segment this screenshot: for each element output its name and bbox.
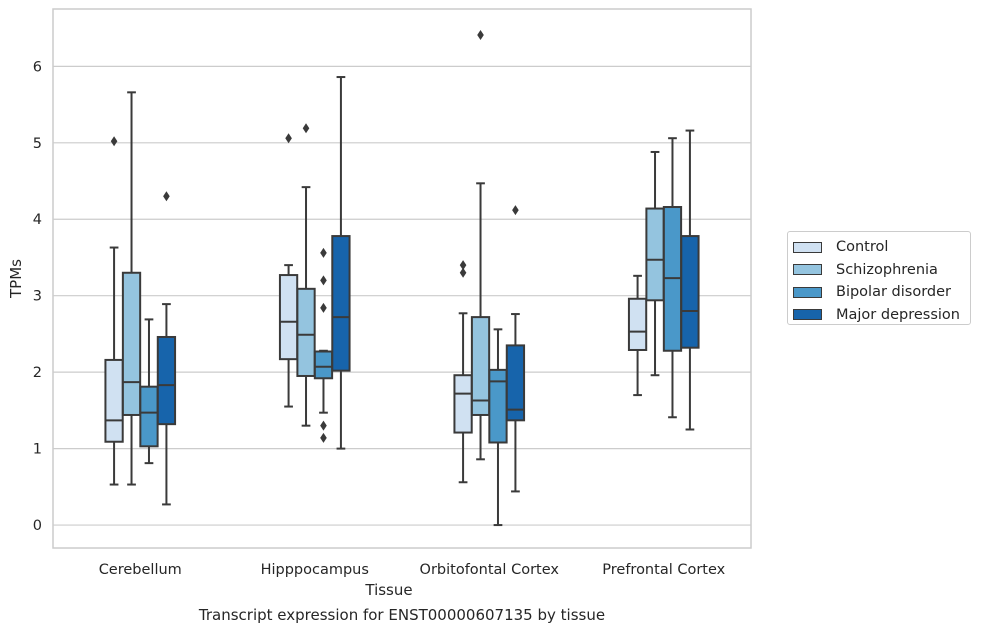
y-tick-label: 6 — [33, 59, 42, 75]
outlier-point — [459, 267, 467, 278]
x-tick-label: Prefrontal Cortex — [602, 562, 725, 578]
legend-label: Schizophrenia — [836, 261, 938, 278]
legend: Control Schizophrenia Bipolar disorder Majo… — [787, 231, 971, 325]
outlier-point — [320, 420, 327, 431]
legend-swatch — [793, 286, 822, 298]
legend-label: Control — [836, 239, 889, 256]
legend-swatch — [793, 264, 822, 276]
box — [331, 235, 351, 372]
y-tick-label: 3 — [33, 289, 42, 305]
box — [296, 287, 316, 377]
y-tick-label: 1 — [33, 442, 42, 458]
legend-swatch — [793, 241, 822, 253]
outlier-point — [320, 302, 327, 313]
legend-item: Major depression — [792, 304, 970, 327]
outlier-point — [512, 205, 519, 216]
legend-item: Bipolar disorder — [792, 281, 970, 304]
y-tick-label: 2 — [33, 365, 42, 381]
plot-frame — [52, 8, 752, 549]
box — [505, 344, 526, 422]
y-tick-label: 0 — [33, 518, 42, 534]
box — [278, 274, 299, 361]
outlier-point — [302, 123, 310, 134]
outlier-point — [459, 260, 467, 271]
box — [453, 374, 473, 434]
box — [104, 358, 124, 443]
legend-label: Major depression — [836, 306, 960, 323]
outlier-point — [320, 275, 327, 286]
box — [156, 335, 177, 426]
box — [470, 316, 491, 416]
box — [645, 207, 665, 302]
figure-caption: Transcript expression for ENST0000060713… — [198, 606, 606, 624]
legend-label: Bipolar disorder — [836, 284, 951, 301]
y-tick-label: 4 — [33, 212, 42, 228]
legend-item: Control — [792, 236, 970, 259]
y-axis-label: TPMs — [7, 259, 25, 299]
outlier-point — [163, 191, 170, 202]
box — [121, 271, 142, 416]
box — [313, 350, 334, 380]
box — [139, 385, 159, 448]
y-tick-label: 5 — [33, 136, 42, 152]
box — [627, 297, 648, 351]
x-tick-label: Hipppocampus — [261, 562, 369, 578]
outlier-point — [320, 432, 327, 443]
x-tick-label: Orbitofontal Cortex — [420, 562, 560, 578]
x-axis-label: Tissue — [364, 581, 412, 599]
legend-item: Schizophrenia — [792, 259, 970, 282]
outlier-point — [477, 29, 484, 40]
box — [680, 235, 700, 349]
x-tick-label: Cerebellum — [99, 562, 182, 578]
outlier-point — [320, 247, 327, 258]
legend-swatch — [793, 309, 822, 321]
outlier-point — [110, 136, 118, 147]
outlier-point — [285, 133, 292, 144]
